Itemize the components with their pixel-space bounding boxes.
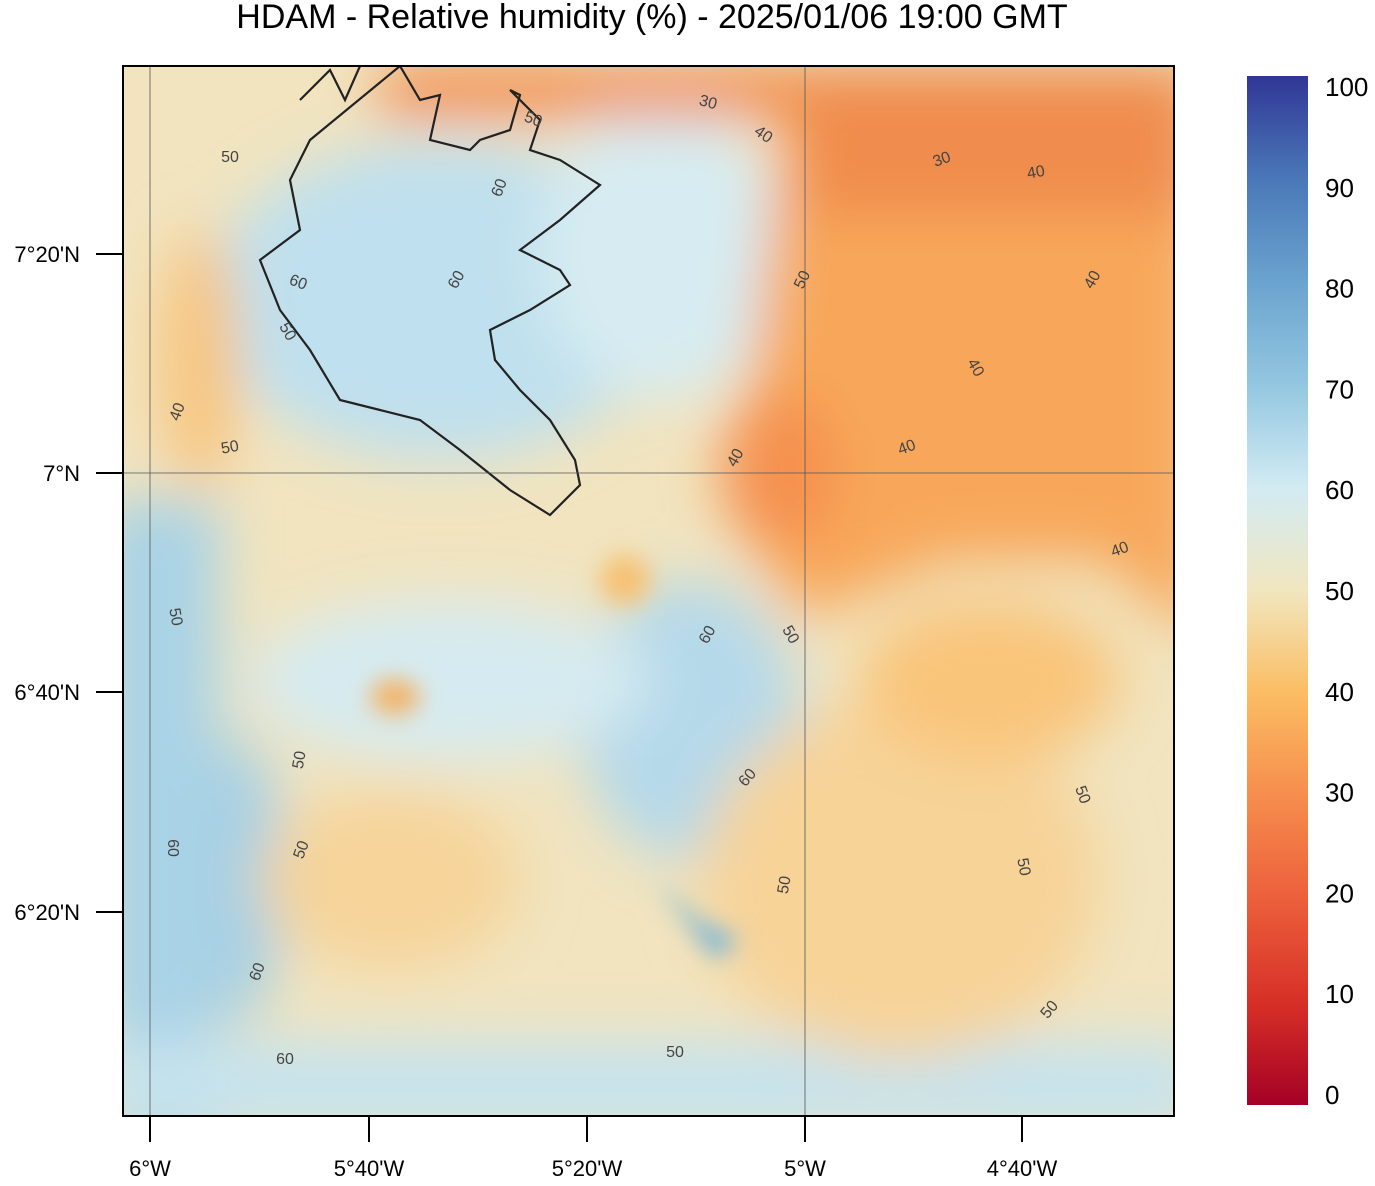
contour-label: 40 [963,356,987,380]
contour-label: 50 [775,875,795,896]
contour-label: 50 [1071,784,1093,807]
contour-label: 30 [697,92,719,113]
x-tick-label: 5°W [784,1156,826,1181]
plot-frame [122,65,1175,1117]
contour-label: 50 [275,320,299,344]
y-tick-label: 7°N [43,461,80,486]
contour-label: 50 [666,1044,684,1061]
contour-label: 60 [164,839,181,857]
colorbar-tick-label: 70 [1325,374,1354,404]
colorbar-tick-label: 90 [1325,173,1354,203]
contour-label: 60 [489,177,511,200]
contour-label: 30 [931,149,954,171]
y-tick-label: 6°40'N [14,680,80,705]
title: HDAM - Relative humidity (%) - 2025/01/0… [236,0,1067,36]
x-tick-label: 4°40'W [987,1156,1058,1181]
colorbar-tick-label: 80 [1325,274,1354,304]
contour-label: 50 [221,149,239,166]
contour-label: 60 [696,623,720,647]
contour-label: 40 [1026,163,1047,183]
colorbar-tick-label: 40 [1325,677,1354,707]
colorbar-tick-label: 30 [1325,778,1354,808]
contour-label: 50 [291,839,313,862]
x-tick-label: 6°W [129,1156,171,1181]
graticule [123,66,1174,1116]
contour-label: 50 [778,623,802,647]
contour-label: 40 [167,401,189,424]
contour-label: 50 [522,109,545,131]
contour-label: 50 [791,268,814,291]
x-tick-label: 5°20'W [552,1156,623,1181]
contour-label: 40 [724,446,748,470]
contour-label: 60 [287,272,310,294]
colorbar [1247,76,1308,1105]
colorbar-tick-label: 100 [1325,72,1368,102]
lake-outline [258,66,602,517]
x-tick-label: 5°40'W [334,1156,405,1181]
colorbar-tick-label: 60 [1325,475,1354,505]
colorbar-tick-label: 10 [1325,979,1354,1009]
contour-label: 60 [445,268,469,292]
contour-label: 50 [220,438,241,458]
contour-label: 50 [165,607,185,628]
contour-label: 50 [1013,857,1033,878]
colorbar-tick-label: 20 [1325,878,1354,908]
y-tick-label: 6°20'N [14,900,80,925]
contour-label: 50 [290,750,310,771]
contour-label: 40 [1109,539,1132,561]
y-tick-label: 7°20'N [14,242,80,267]
colorbar-tick-label: 0 [1325,1080,1339,1110]
contour-label: 60 [276,1051,294,1068]
contour-label: 60 [247,961,269,984]
colorbar-tick-label: 50 [1325,576,1354,606]
contour-label: 40 [1081,268,1105,292]
contour-label: 40 [896,437,919,459]
